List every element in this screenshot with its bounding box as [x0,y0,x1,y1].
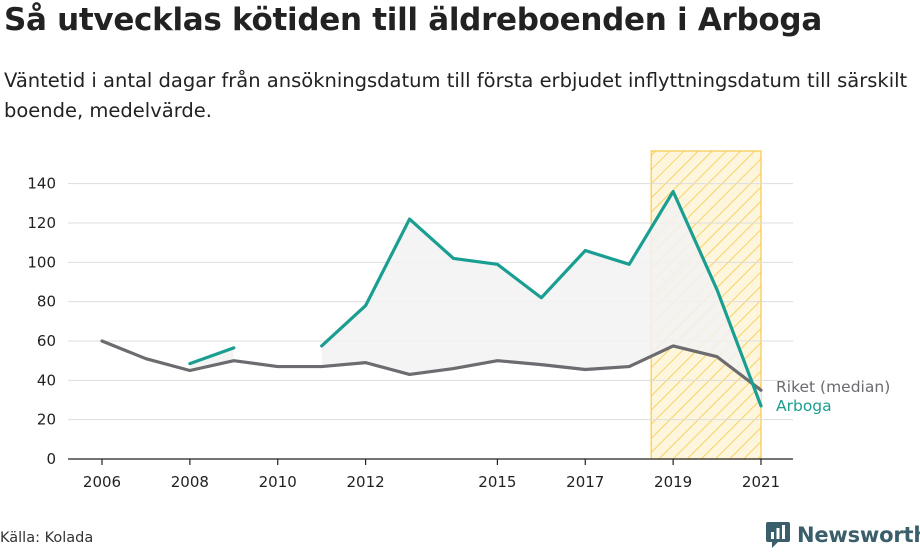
x-tick-label: 2017 [566,473,604,491]
y-tick-label: 100 [27,253,56,271]
series-label-riket: Riket (median) [776,378,890,396]
x-tick-label: 2012 [347,473,385,491]
x-tick-label: 2015 [478,473,516,491]
area-between-series [189,347,234,371]
series-label-arboga: Arboga [776,397,832,415]
y-tick-label: 40 [37,371,56,389]
chart-title: Så utvecklas kötiden till äldreboenden i… [4,2,822,38]
y-tick-label: 0 [46,450,56,468]
brand-logo: Newsworthy [765,520,920,550]
series-line-arboga [188,189,763,408]
newsworthy-logo-icon [766,522,790,548]
y-tick-label: 80 [37,293,56,311]
chart-subtitle: Väntetid i antal dagar från ansökningsda… [4,69,908,122]
y-tick-label: 140 [27,175,56,193]
x-tick-label: 2008 [171,473,209,491]
source-note: Källa: Kolada [0,530,94,546]
x-tick-label: 2010 [259,473,297,491]
x-tick-label: 2019 [654,473,692,491]
y-tick-label: 20 [37,411,56,429]
x-tick-label: 2021 [742,473,780,491]
y-tick-label: 60 [37,332,56,350]
x-tick-label: 2006 [83,473,121,491]
y-tick-label: 120 [27,214,56,232]
brand-name: Newsworthy [797,523,920,547]
series-line-riket [100,339,763,392]
